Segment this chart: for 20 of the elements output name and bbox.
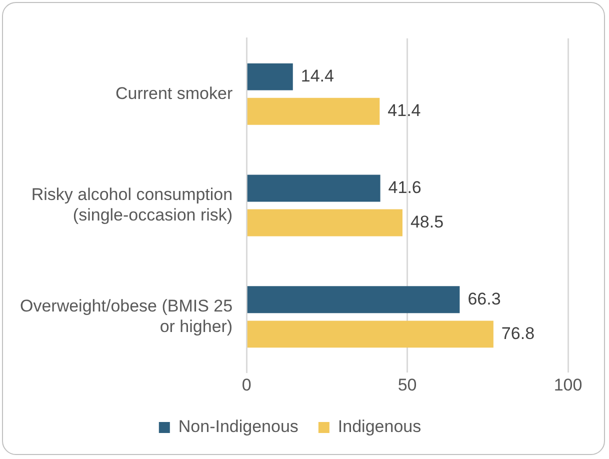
legend-label: Non-Indigenous bbox=[178, 417, 298, 436]
y-tick-label: Risky alcohol consumption (single-occasion risk) bbox=[31, 184, 233, 224]
bar bbox=[247, 286, 460, 314]
bar bbox=[247, 98, 380, 125]
y-tick-label: Current smoker bbox=[115, 84, 233, 103]
data-label: 41.6 bbox=[388, 178, 422, 197]
data-label: 66.3 bbox=[468, 289, 501, 308]
bar bbox=[247, 63, 293, 90]
legend-label: Indigenous bbox=[338, 417, 422, 436]
x-tick-label: 100 bbox=[554, 375, 582, 394]
x-tick-label: 50 bbox=[398, 375, 417, 394]
bar bbox=[247, 320, 494, 348]
data-label: 76.8 bbox=[501, 324, 535, 343]
y-tick-label: Overweight/obese (BMIS 25 or higher) bbox=[20, 296, 233, 336]
bar bbox=[247, 174, 380, 202]
x-tick-label: 0 bbox=[242, 375, 252, 394]
bar bbox=[247, 209, 402, 236]
data-label: 14.4 bbox=[300, 66, 334, 86]
data-label: 48.5 bbox=[410, 212, 444, 232]
data-label: 41.4 bbox=[388, 101, 421, 120]
